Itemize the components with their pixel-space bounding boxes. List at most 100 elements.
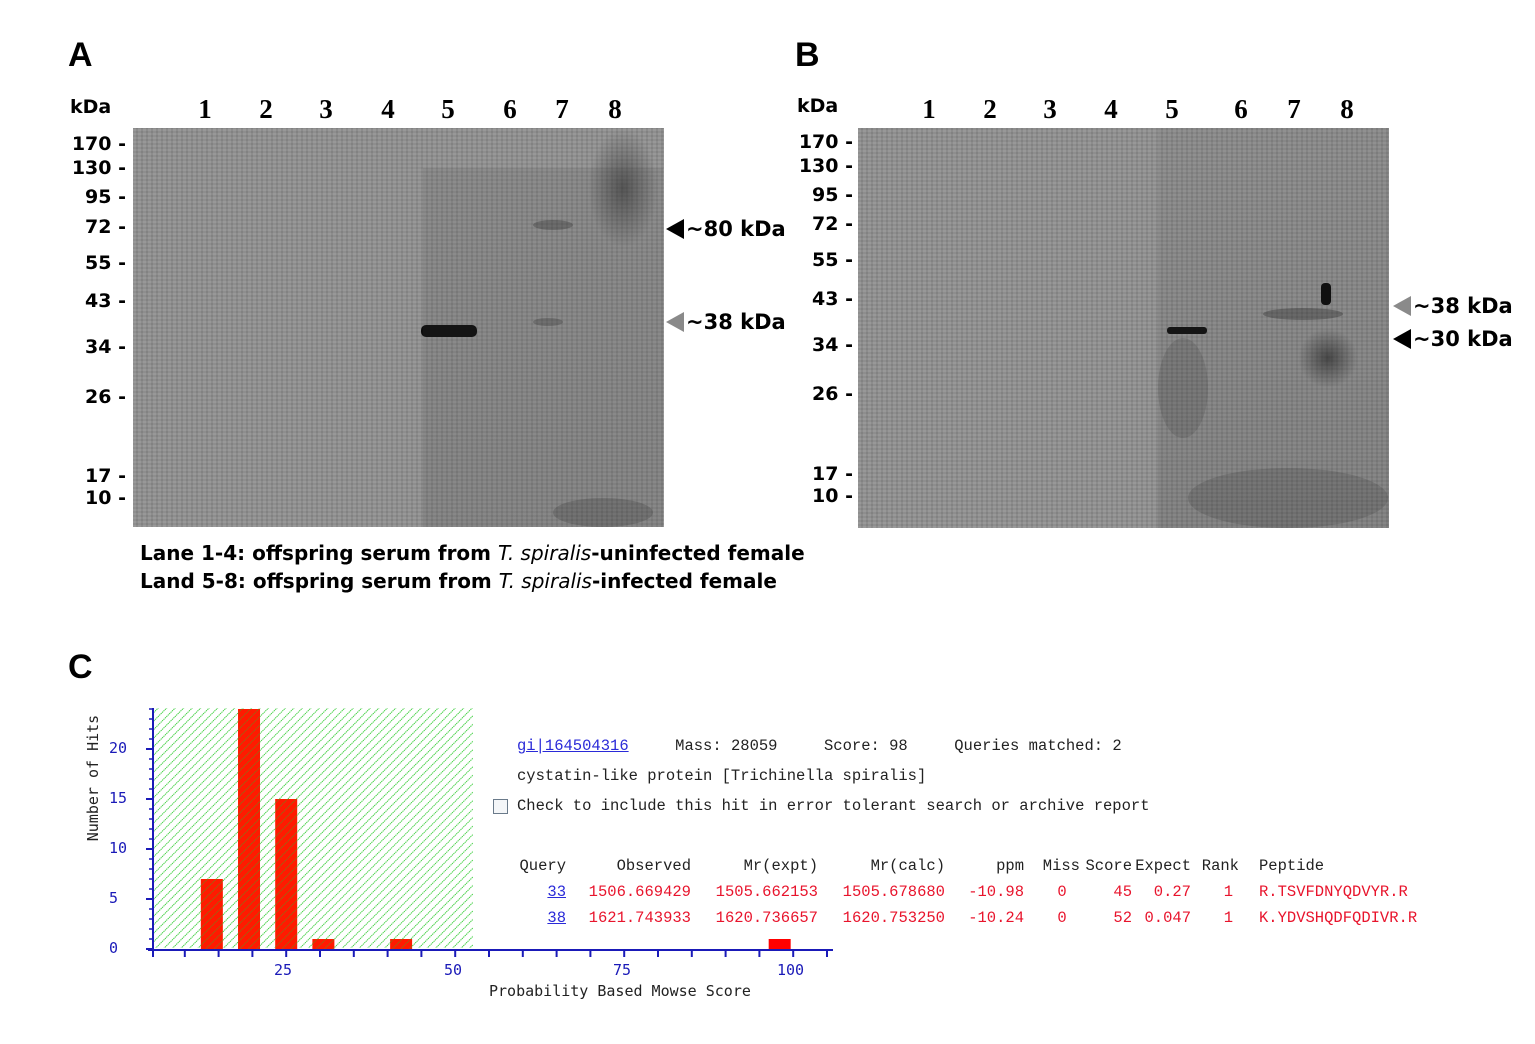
- lane-number: 5: [1165, 94, 1179, 124]
- histogram-bars: [200, 709, 791, 949]
- mw-marker: 130 -: [71, 157, 126, 179]
- panel-b-western-blot: [858, 128, 1389, 528]
- legend-text: -infected female: [591, 569, 777, 593]
- mw-marker: 170 -: [71, 133, 126, 155]
- mw-marker: 34 -: [812, 334, 853, 356]
- panel-a-kda-label: kDa: [70, 96, 112, 118]
- arrowhead-icon: [1393, 296, 1411, 316]
- y-tick-label: 0: [109, 939, 119, 957]
- peptide-sequence: K.YDVSHQDFQDIVR.R: [1259, 909, 1418, 927]
- mw-marker: 10 -: [812, 485, 853, 507]
- legend-text: Land 5-8: offspring serum from: [140, 569, 499, 593]
- table-row: 38 1621.743933 1620.736657 1620.753250 -…: [508, 905, 1417, 931]
- panel-b-annotation-38kda: ~38 kDa: [1393, 294, 1513, 318]
- queries-value: 2: [1112, 737, 1122, 755]
- histogram-bar: [312, 939, 335, 949]
- annotation-label: ~80 kDa: [686, 217, 786, 241]
- y-tick-label: 5: [109, 889, 119, 907]
- legend-text: -uninfected female: [591, 541, 805, 565]
- col-peptide: Peptide: [1259, 857, 1325, 875]
- protein-description: cystatin-like protein [Trichinella spira…: [517, 767, 927, 785]
- mr-calc-value: 1505.678680: [842, 883, 945, 901]
- lane-number: 3: [319, 94, 333, 124]
- panel-a-letter: A: [68, 36, 93, 74]
- query-link[interactable]: 33: [547, 883, 566, 901]
- expect-value: 0.047: [1144, 909, 1191, 927]
- queries-label: Queries matched:: [954, 737, 1104, 755]
- peptide-table: Query Observed Mr(expt) Mr(calc) ppm Mis…: [508, 853, 1417, 931]
- lane-number: 5: [441, 94, 455, 124]
- mw-marker: 170 -: [798, 131, 853, 153]
- lane-number: 2: [259, 94, 273, 124]
- ppm-value: -10.98: [968, 883, 1024, 901]
- lane-number: 6: [1234, 94, 1248, 124]
- y-tick-label: 15: [109, 789, 128, 807]
- lane-number: 7: [1287, 94, 1301, 124]
- mw-marker: 17 -: [812, 463, 853, 485]
- mw-marker: 130 -: [798, 155, 853, 177]
- mw-marker: 43 -: [85, 290, 126, 312]
- col-expect: Expect: [1135, 857, 1191, 875]
- miss-value: 0: [1057, 909, 1067, 927]
- query-link[interactable]: 38: [547, 909, 566, 927]
- observed-value: 1621.743933: [588, 909, 691, 927]
- x-axis-title: Probability Based Mowse Score: [489, 982, 751, 1000]
- lane-number: 8: [608, 94, 622, 124]
- score-label: Score:: [824, 737, 880, 755]
- arrowhead-icon: [666, 219, 684, 239]
- histogram-bar: [768, 939, 791, 949]
- lane-number: 8: [1340, 94, 1354, 124]
- lane-number: 7: [555, 94, 569, 124]
- spot-lane8-38kda: [1321, 283, 1331, 305]
- mw-marker: 55 -: [812, 249, 853, 271]
- score-value: 45: [1113, 883, 1132, 901]
- lane-legend-line-2: Land 5-8: offspring serum from T. spiral…: [140, 569, 777, 593]
- peptide-table-header: Query Observed Mr(expt) Mr(calc) ppm Mis…: [508, 853, 1417, 879]
- table-row: 33 1506.669429 1505.662153 1505.678680 -…: [508, 879, 1417, 905]
- panel-b-kda-label: kDa: [797, 95, 839, 117]
- lane-number: 4: [1104, 94, 1118, 124]
- x-tick-label: 25: [274, 961, 293, 979]
- error-tolerant-checkbox[interactable]: [493, 799, 508, 814]
- x-tick-label: 50: [444, 961, 463, 979]
- panel-b-letter: B: [795, 36, 820, 74]
- mr-calc-value: 1620.753250: [842, 909, 945, 927]
- histogram-bar: [390, 939, 413, 949]
- lane-legend-line-1: Lane 1-4: offspring serum from T. spiral…: [140, 541, 805, 565]
- panel-a-annotation-38kda: ~38 kDa: [666, 310, 786, 334]
- mw-marker: 34 -: [85, 336, 126, 358]
- mw-marker: 95 -: [85, 186, 126, 208]
- band-lane5-30kda: [1167, 327, 1207, 334]
- arrowhead-icon: [666, 312, 684, 332]
- peptide-sequence: R.TSVFDNYQDVYR.R: [1259, 883, 1408, 901]
- col-query: Query: [519, 857, 566, 875]
- observed-value: 1506.669429: [588, 883, 691, 901]
- y-tick-label: 10: [109, 839, 128, 857]
- score-value: 52: [1113, 909, 1132, 927]
- annotation-label: ~30 kDa: [1413, 327, 1513, 351]
- rank-value: 1: [1223, 883, 1233, 901]
- panel-c-letter: C: [68, 648, 93, 686]
- mw-marker: 17 -: [85, 465, 126, 487]
- ppm-value: -10.24: [968, 909, 1024, 927]
- lane-number: 4: [381, 94, 395, 124]
- panel-a-western-blot: [133, 128, 664, 527]
- checkbox-label: Check to include this hit in error toler…: [517, 797, 1150, 815]
- mw-marker: 26 -: [85, 386, 126, 408]
- accession-link[interactable]: gi|164504316: [517, 737, 629, 755]
- mw-marker: 55 -: [85, 252, 126, 274]
- x-tick-label: 100: [777, 961, 805, 979]
- lane-number: 1: [198, 94, 212, 124]
- mr-expt-value: 1505.662153: [715, 883, 818, 901]
- col-mr-expt: Mr(expt): [743, 857, 818, 875]
- lane-number: 1: [922, 94, 936, 124]
- y-tick-label: 20: [109, 739, 128, 757]
- mr-expt-value: 1620.736657: [715, 909, 818, 927]
- panel-b-annotation-30kda: ~30 kDa: [1393, 327, 1513, 351]
- species-name: T. spiralis: [498, 569, 592, 593]
- mass-value: 28059: [730, 737, 778, 755]
- lane-number: 6: [503, 94, 517, 124]
- y-axis-title: Number of Hits: [84, 714, 102, 842]
- mw-marker: 26 -: [812, 383, 853, 405]
- rank-value: 1: [1223, 909, 1233, 927]
